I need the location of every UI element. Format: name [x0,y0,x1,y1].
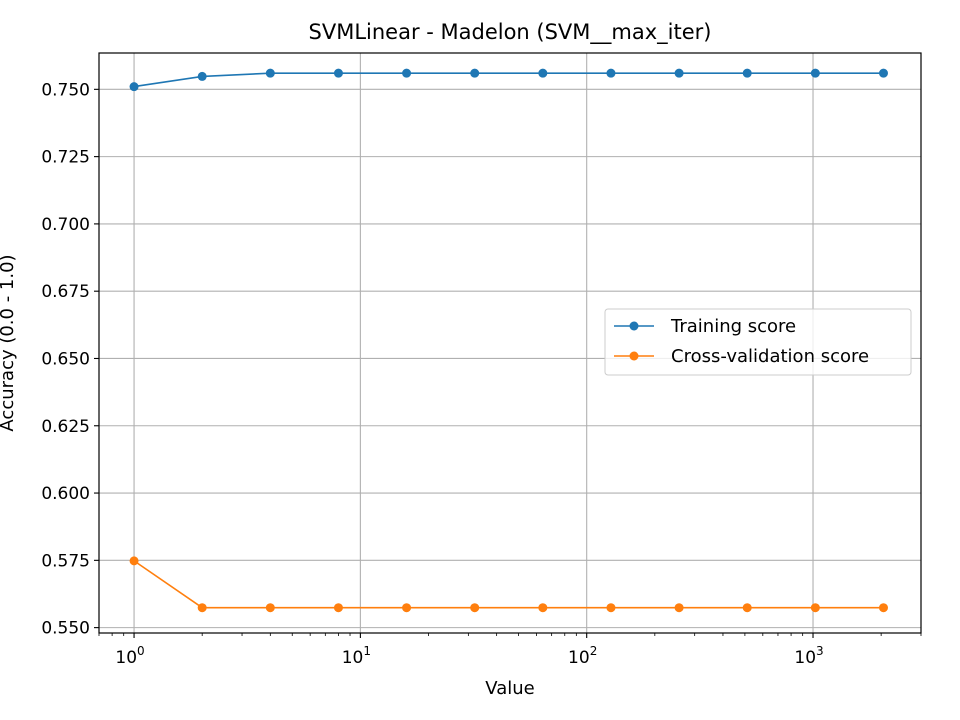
series-1-point-9 [742,603,752,613]
series-1-point-8 [674,603,684,613]
plot-frame [98,52,922,634]
series-1-point-11 [878,603,888,613]
series-1-point-7 [606,603,616,613]
legend-label-training: Training score [670,316,796,337]
series-0-point-7 [606,68,616,78]
y-tick-label-6: 0.700 [41,215,90,235]
y-tick-label-1: 0.575 [41,551,90,571]
chart-title: SVMLinear - Madelon (SVM__max_iter) [309,20,712,45]
series-0-point-11 [878,68,888,78]
series-1-point-0 [129,556,139,566]
y-axis: 0.550 0.575 0.600 0.625 0.650 0.675 0.700 0.725… [41,80,99,639]
grid [99,53,921,633]
legend: Training score Cross-validation score [604,308,912,376]
legend-marker-training [629,321,639,331]
series-line-0 [133,72,884,88]
series-0-point-2 [265,68,275,78]
x-axis: 100 101 102 103 [98,633,922,668]
series-line-1 [133,560,884,609]
series-1-point-4 [402,603,412,613]
x-tick-label-1: 101 [342,644,371,668]
series [129,68,888,613]
y-tick-label-0: 0.550 [41,619,90,639]
y-tick-label-2: 0.600 [41,484,90,504]
x-tick-label-2: 102 [568,644,597,668]
series-0-point-10 [810,68,820,78]
series-1-point-6 [538,603,548,613]
y-tick-label-4: 0.650 [41,349,90,369]
series-0-point-5 [470,68,480,78]
legend-box [604,308,912,376]
x-axis-title: Value [485,678,534,699]
y-tick-label-3: 0.625 [41,417,90,437]
series-1-point-3 [333,603,343,613]
y-tick-label-7: 0.725 [41,148,90,168]
series-0-point-8 [674,68,684,78]
x-tick-label-0: 100 [115,644,144,668]
series-0-point-4 [402,68,412,78]
series-0-point-9 [742,68,752,78]
series-0-point-6 [538,68,548,78]
y-tick-label-8: 0.750 [41,80,90,100]
legend-label-cv: Cross-validation score [671,346,869,367]
series-1-point-10 [810,603,820,613]
legend-marker-cv [629,351,639,361]
series-1-point-2 [265,603,275,613]
series-0-point-3 [333,68,343,78]
x-tick-label-3: 103 [794,644,823,668]
series-0-point-0 [129,82,139,92]
series-0-point-1 [197,71,207,81]
series-1-point-1 [197,603,207,613]
y-tick-label-5: 0.675 [41,282,90,302]
y-axis-title: Accuracy (0.0 - 1.0) [0,254,18,431]
series-1-point-5 [470,603,480,613]
